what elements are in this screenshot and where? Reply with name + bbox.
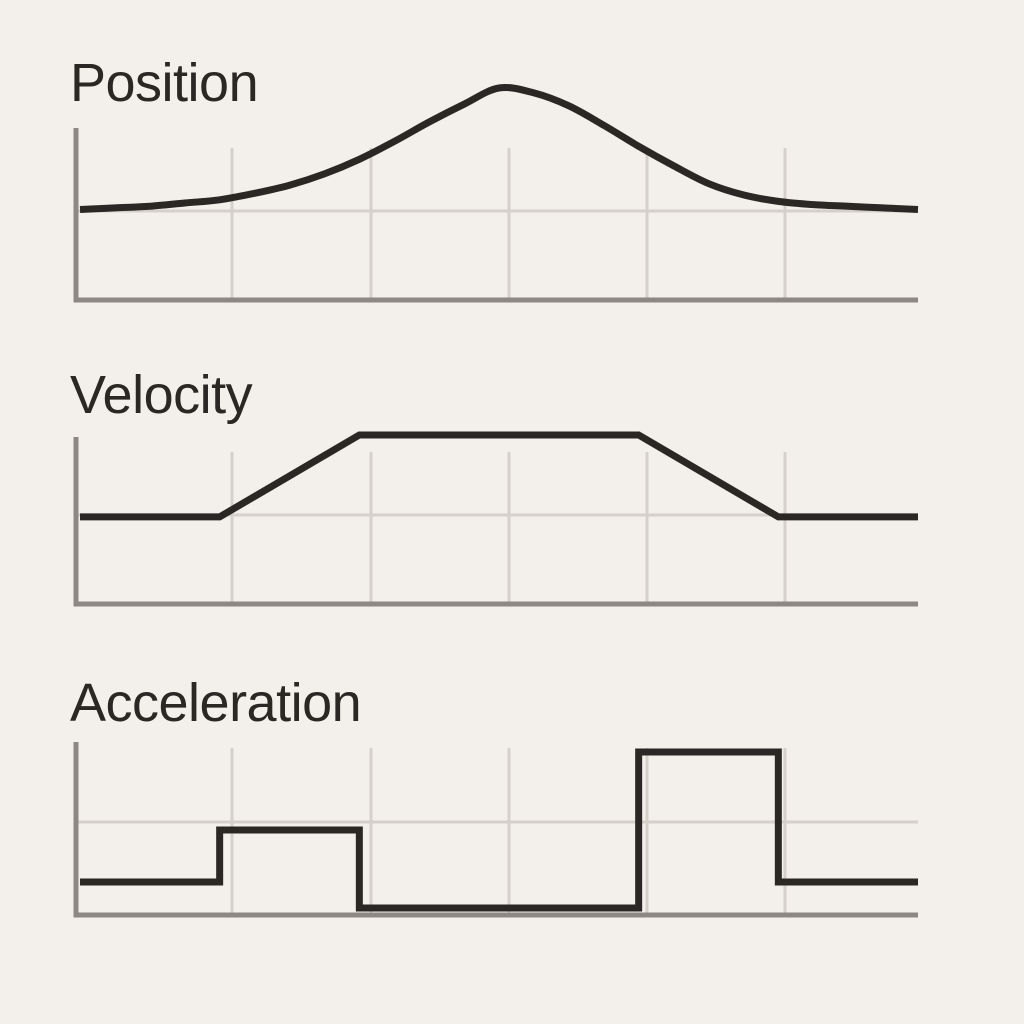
velocity-axes <box>73 437 918 607</box>
position-chart-title: Position <box>70 53 259 113</box>
velocity-series-line <box>80 431 918 521</box>
acceleration-series-line <box>80 748 918 912</box>
position-axes <box>73 128 918 303</box>
position-series-line <box>79 84 919 213</box>
acceleration-chart-title: Acceleration <box>70 673 362 733</box>
velocity-chart-title: Velocity <box>70 365 253 425</box>
acceleration-axes <box>73 742 918 918</box>
